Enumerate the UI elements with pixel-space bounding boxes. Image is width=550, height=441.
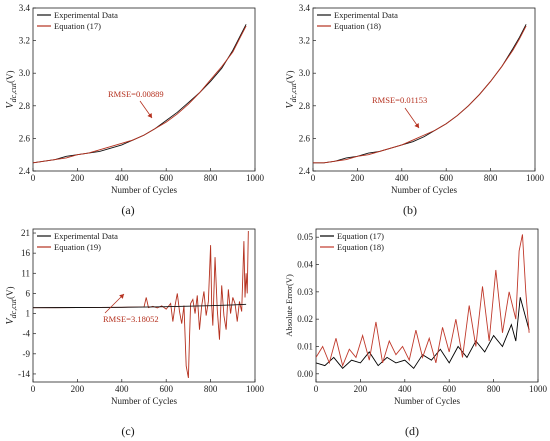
y-tick-label: 2.8 (299, 101, 311, 111)
chart-panel-1: 0 200 400 600 800 1000 2.4 2.6 2.8 3.0 3.2 3.4 Numbe… (5, 3, 265, 217)
x-tick-label: 1000 (529, 384, 548, 394)
x-tick-label: 0 (31, 173, 36, 183)
legend-label: Experimental Data (54, 10, 118, 20)
y-tick-label: 3.4 (299, 3, 311, 13)
y-axis-label: Vdc,cut(V) (5, 287, 18, 325)
x-tick-label: 400 (115, 384, 129, 394)
panel-label: (a) (121, 203, 134, 217)
series-line-2 (313, 25, 527, 164)
x-tick-label: 600 (439, 173, 453, 183)
y-tick-label: 0.04 (297, 260, 313, 270)
series-line-2 (316, 234, 530, 368)
series-line-2 (33, 25, 247, 164)
x-axis-label: Number of Cycles (111, 185, 177, 195)
y-tick-label: 3.2 (19, 36, 30, 46)
y-tick-label: 2.8 (19, 101, 31, 111)
chart-panel-4: 0 200 400 600 800 1000 0.00 0.01 0.02 0.03 0.04 0.0… (284, 228, 548, 438)
plot-frame (315, 228, 539, 383)
legend-label: Equation (19) (54, 242, 101, 252)
y-axis-label: Absolute Error(V) (284, 274, 294, 337)
y-tick-label: -9 (23, 349, 31, 359)
x-tick-label: 1000 (526, 173, 545, 183)
y-tick-label: -14 (18, 369, 30, 379)
plot-frame (32, 7, 256, 172)
y-tick-label: 0.02 (297, 314, 313, 324)
y-tick-label: 2.6 (299, 133, 311, 143)
y-tick-label: 0.03 (297, 287, 313, 297)
y-tick-label: 3.0 (299, 68, 311, 78)
x-axis-label: Number of Cycles (111, 396, 177, 406)
rmse-annotation: RMSE=3.18052 (103, 314, 159, 324)
x-tick-label: 800 (204, 384, 218, 394)
annotation-arrowhead (119, 294, 124, 299)
legend-label: Equation (18) (334, 21, 381, 31)
y-tick-label: 0.05 (297, 232, 313, 242)
x-tick-label: 600 (159, 173, 173, 183)
series-line-2 (33, 231, 249, 379)
legend-label: Experimental Data (334, 10, 398, 20)
rmse-annotation: RMSE=0.01153 (372, 95, 427, 105)
y-tick-label: 3.2 (299, 36, 310, 46)
y-tick-label: 0.00 (297, 369, 313, 379)
x-tick-label: 200 (71, 173, 85, 183)
plot-frame (312, 7, 536, 172)
y-tick-label: 1 (26, 309, 31, 319)
x-tick-label: 800 (204, 173, 218, 183)
y-tick-label: 2.4 (19, 166, 31, 176)
legend-label: Experimental Data (54, 231, 118, 241)
series-line-1 (316, 297, 530, 370)
y-tick-label: 3.0 (19, 68, 31, 78)
x-tick-label: 0 (314, 384, 319, 394)
series-line-1 (33, 303, 247, 309)
x-tick-label: 400 (115, 173, 129, 183)
legend-label: Equation (17) (337, 231, 384, 241)
annotation-arrowhead (414, 123, 419, 128)
x-tick-label: 1000 (246, 384, 265, 394)
x-tick-label: 400 (398, 384, 412, 394)
y-axis-label: Vdc,cut(V) (285, 71, 298, 109)
x-tick-label: 800 (487, 384, 501, 394)
panel-label: (c) (121, 424, 134, 438)
y-tick-label: 21 (21, 228, 30, 238)
y-axis-label: Vdc,cut(V) (5, 71, 18, 109)
y-tick-label: 3.4 (19, 3, 31, 13)
x-tick-label: 600 (159, 384, 173, 394)
x-tick-label: 0 (31, 384, 36, 394)
x-tick-label: 0 (311, 173, 316, 183)
y-tick-label: 6 (26, 288, 31, 298)
x-tick-label: 200 (351, 173, 365, 183)
y-tick-label: 2.6 (19, 133, 31, 143)
x-tick-label: 600 (442, 384, 456, 394)
chart-panel-2: 0 200 400 600 800 1000 2.4 2.6 2.8 3.0 3.2 3.4 Numbe… (285, 3, 545, 217)
panel-label: (b) (403, 203, 417, 217)
y-tick-label: 0.01 (297, 341, 313, 351)
panel-label: (d) (405, 424, 419, 438)
legend-label: Equation (18) (337, 242, 384, 252)
annotation-arrowhead (147, 113, 152, 118)
series-line-1 (313, 24, 527, 164)
y-tick-label: 11 (21, 268, 30, 278)
y-tick-label: -4 (23, 329, 31, 339)
y-tick-label: 2.4 (299, 166, 311, 176)
legend-label: Equation (17) (54, 21, 101, 31)
y-tick-label: 16 (21, 248, 31, 258)
x-tick-label: 200 (354, 384, 368, 394)
rmse-annotation: RMSE=0.00889 (108, 89, 164, 99)
x-tick-label: 200 (71, 384, 85, 394)
plot-frame (32, 228, 256, 383)
x-axis-label: Number of Cycles (394, 396, 460, 406)
x-tick-label: 1000 (246, 173, 265, 183)
x-tick-label: 800 (484, 173, 498, 183)
annotation-arrow (104, 293, 125, 314)
x-tick-label: 400 (395, 173, 409, 183)
x-axis-label: Number of Cycles (391, 185, 457, 195)
